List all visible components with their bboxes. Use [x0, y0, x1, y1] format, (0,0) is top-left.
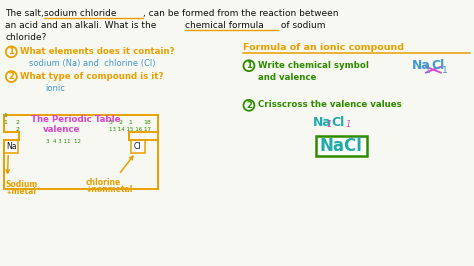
Text: Crisscross the valence values: Crisscross the valence values [258, 100, 401, 109]
Text: 2: 2 [15, 120, 19, 125]
Text: 3   2   1: 3 2 1 [109, 120, 133, 125]
Text: an acid and an alkali. What is the: an acid and an alkali. What is the [5, 21, 160, 30]
Text: 1: 1 [9, 47, 14, 56]
Text: Na: Na [312, 116, 331, 129]
Text: Cl: Cl [432, 59, 445, 72]
Text: chlorine: chlorine [86, 177, 121, 186]
Text: The salt,: The salt, [5, 9, 47, 18]
FancyBboxPatch shape [316, 136, 367, 156]
Text: Write chemical symbol: Write chemical symbol [258, 61, 369, 70]
Text: 1: 1 [3, 113, 7, 118]
Text: chemical formula: chemical formula [185, 21, 264, 30]
Text: NaCl: NaCl [320, 137, 363, 155]
Text: ↓metal: ↓metal [5, 188, 36, 196]
FancyBboxPatch shape [4, 140, 18, 153]
Text: Formula of an ionic compound: Formula of an ionic compound [243, 43, 404, 52]
Text: 3  4 3 11  12: 3 4 3 11 12 [46, 139, 81, 144]
Text: 1: 1 [3, 120, 7, 125]
Text: 1: 1 [425, 66, 431, 75]
Text: sodium chloride: sodium chloride [44, 9, 117, 18]
Text: valence: valence [43, 125, 81, 134]
FancyBboxPatch shape [131, 140, 145, 153]
Text: What type of compound is it?: What type of compound is it? [20, 72, 164, 81]
Text: 1: 1 [246, 61, 252, 70]
Text: 18: 18 [144, 120, 151, 125]
Text: 1: 1 [346, 120, 351, 129]
Text: 2: 2 [9, 72, 14, 81]
Text: sodium (Na) and  chlorine (Cl): sodium (Na) and chlorine (Cl) [29, 59, 156, 68]
Text: 1: 1 [442, 66, 447, 75]
Text: Sodium: Sodium [5, 180, 37, 189]
Text: 1: 1 [327, 120, 332, 129]
Text: Na: Na [412, 59, 431, 72]
Text: and valence: and valence [258, 73, 316, 82]
Text: 2: 2 [15, 127, 19, 132]
Text: 13 14 15 16 17: 13 14 15 16 17 [109, 127, 151, 132]
Text: What elements does it contain?: What elements does it contain? [20, 47, 175, 56]
Text: , can be formed from the reaction between: , can be formed from the reaction betwee… [143, 9, 338, 18]
Text: 2: 2 [246, 101, 252, 110]
Text: chloride?: chloride? [5, 33, 47, 42]
Text: Na: Na [6, 142, 17, 151]
Text: Cl: Cl [331, 116, 345, 129]
Text: ionic: ionic [45, 84, 65, 93]
Text: The Periodic Table: The Periodic Table [31, 115, 121, 124]
Text: of sodium: of sodium [278, 21, 325, 30]
Text: Cl: Cl [134, 142, 141, 151]
Text: ↓nonmetal: ↓nonmetal [86, 185, 133, 194]
